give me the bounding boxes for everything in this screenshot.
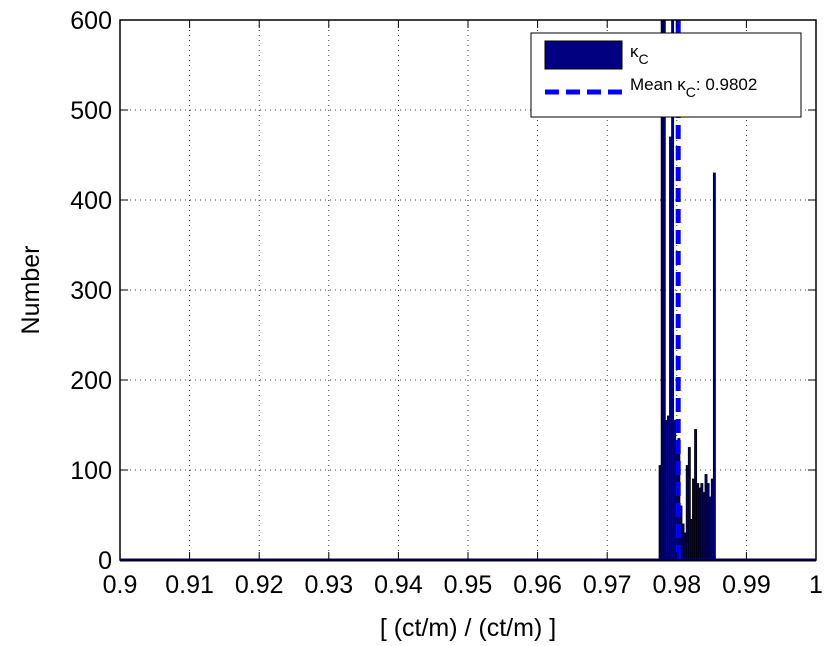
x-tick-label: 0.93 bbox=[304, 571, 353, 599]
y-tick-label: 500 bbox=[70, 97, 112, 125]
y-tick-label: 300 bbox=[70, 277, 112, 305]
x-tick-label: 0.97 bbox=[583, 571, 632, 599]
y-tick-label: 100 bbox=[70, 457, 112, 485]
x-tick-label: 0.9 bbox=[103, 571, 138, 599]
y-tick-label: 400 bbox=[70, 187, 112, 215]
legend-label-mean-sub: C bbox=[686, 84, 696, 100]
legend-label-mean-main: Mean κ bbox=[630, 75, 686, 94]
x-tick-label: 1 bbox=[809, 571, 823, 599]
x-tick-label: 0.99 bbox=[722, 571, 771, 599]
x-tick-label: 0.92 bbox=[235, 571, 284, 599]
x-tick-label: 0.98 bbox=[652, 571, 701, 599]
histogram-bar bbox=[712, 172, 716, 561]
x-tick-label: 0.94 bbox=[374, 571, 423, 599]
y-tick-label: 600 bbox=[70, 7, 112, 35]
legend-swatch-histogram bbox=[544, 40, 623, 70]
legend-label-histogram-main: κ bbox=[630, 42, 639, 61]
legend: κC Mean κC: 0.9802 bbox=[530, 32, 802, 118]
axis-ticks bbox=[119, 19, 817, 561]
y-tick-label: 200 bbox=[70, 367, 112, 395]
x-tick-label: 0.96 bbox=[513, 571, 562, 599]
x-tick-label: 0.91 bbox=[165, 571, 214, 599]
legend-label-mean-value: : 0.9802 bbox=[696, 75, 757, 94]
x-axis-title: [ (ct/m) / (ct/m) ] bbox=[380, 614, 556, 642]
y-axis-title: Number bbox=[17, 246, 45, 335]
legend-label-histogram-sub: C bbox=[639, 51, 649, 67]
legend-label-histogram: κC bbox=[630, 42, 649, 67]
x-tick-labels: 0.9 0.91 0.92 0.93 0.94 0.95 0.96 0.97 0.98 0.99 1 bbox=[103, 571, 823, 599]
x-tick-label: 0.95 bbox=[444, 571, 493, 599]
legend-label-mean: Mean κC: 0.9802 bbox=[630, 75, 757, 100]
y-tick-labels: 0 100 200 300 400 500 600 bbox=[70, 7, 112, 575]
y-tick-label: 0 bbox=[98, 547, 112, 575]
